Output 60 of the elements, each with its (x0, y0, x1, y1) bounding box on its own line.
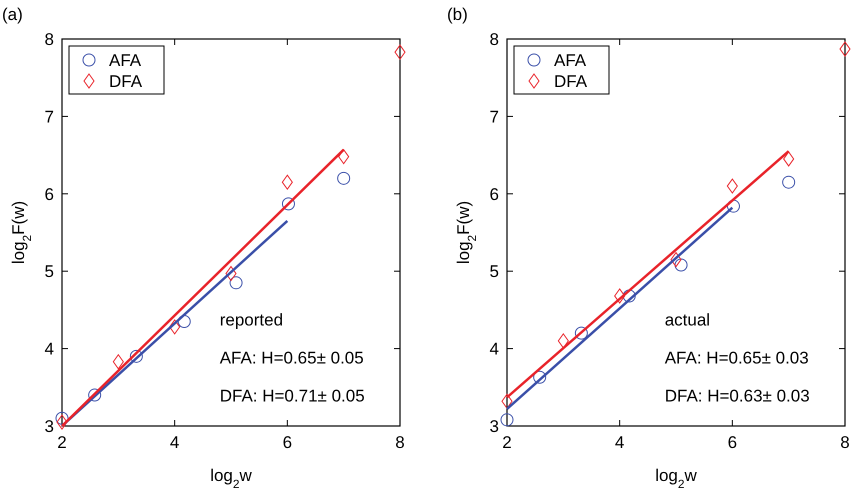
y-tick-label: 4 (490, 340, 499, 359)
y-tick-label: 3 (44, 417, 54, 436)
point (670, 252, 682, 268)
y-tick-label: 8 (44, 30, 54, 49)
point (502, 394, 512, 409)
chart-title: (a) (2, 5, 23, 24)
legend-label: DFA (554, 72, 588, 91)
point (282, 197, 295, 210)
x-tick-label: 8 (395, 433, 405, 452)
point (674, 258, 688, 272)
point (394, 44, 406, 60)
annotation: reported (220, 310, 284, 330)
annotation: AFA: H=0.65± 0.05 (220, 348, 364, 368)
x-tick-label: 2 (57, 433, 67, 452)
y-tick-label: 7 (490, 107, 499, 126)
point (783, 151, 794, 166)
x-axis-title: log$_{2}$w (210, 466, 253, 491)
point (226, 266, 236, 282)
x-tick-label: 8 (840, 433, 850, 452)
point (622, 289, 636, 302)
point (88, 388, 102, 402)
point (614, 288, 626, 304)
point (726, 178, 738, 194)
y-tick-label: 6 (44, 184, 54, 204)
point (169, 319, 180, 334)
point (574, 326, 588, 340)
chart-title: (b) (447, 5, 468, 24)
point (112, 354, 124, 370)
y-tick-label: 3 (490, 417, 499, 436)
x-axis-title: log$_{2}$w (655, 466, 698, 491)
point (533, 370, 546, 384)
point (338, 149, 350, 164)
y-tick-label: 5 (44, 262, 54, 282)
legend-label: AFA (554, 51, 587, 70)
y-tick-label: 8 (490, 30, 499, 49)
point (782, 176, 796, 189)
point (282, 174, 293, 190)
x-tick-label: 4 (170, 433, 180, 452)
point (558, 333, 569, 348)
annotation: actual (664, 310, 710, 330)
annotation: AFA: H=0.65± 0.03 (664, 348, 809, 368)
point (178, 315, 191, 328)
y-tick-label: 5 (490, 262, 499, 282)
x-tick-label: 6 (728, 433, 738, 452)
y-tick-label: 7 (44, 107, 54, 126)
x-tick-label: 2 (502, 433, 512, 452)
point (56, 414, 68, 430)
annotation: DFA: H=0.63± 0.03 (664, 386, 810, 406)
x-tick-label: 6 (282, 433, 292, 452)
y-tick-label: 4 (44, 340, 54, 359)
point (337, 172, 350, 185)
point (840, 42, 850, 57)
y-tick-label: 6 (490, 184, 499, 204)
annotation: DFA: H=0.71± 0.05 (220, 386, 365, 406)
point (130, 350, 143, 363)
x-tick-label: 4 (614, 433, 624, 452)
legend-label: AFA (109, 51, 142, 70)
point (230, 276, 243, 290)
legend-label: DFA (109, 72, 143, 91)
point (500, 413, 514, 426)
